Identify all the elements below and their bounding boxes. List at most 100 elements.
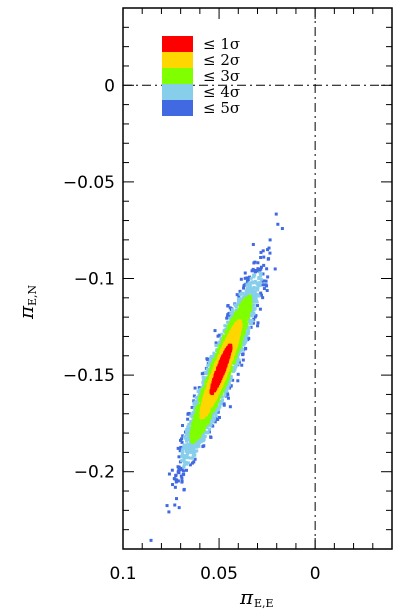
data-point — [205, 370, 209, 374]
data-point — [217, 379, 221, 383]
data-point — [199, 428, 203, 432]
data-point — [220, 389, 224, 393]
data-point — [230, 331, 234, 335]
data-point — [244, 338, 248, 342]
data-point — [252, 303, 256, 307]
data-point — [192, 447, 196, 451]
data-point — [237, 307, 241, 311]
data-point — [224, 331, 228, 335]
data-point — [193, 431, 197, 435]
data-point — [200, 411, 204, 415]
data-point — [186, 456, 190, 460]
data-point — [182, 488, 186, 492]
data-point — [256, 261, 260, 265]
x-axis-label: π — [239, 585, 254, 609]
data-point — [213, 402, 217, 406]
data-point — [185, 427, 189, 431]
data-point — [229, 356, 233, 360]
data-point — [250, 319, 254, 323]
legend-swatch — [162, 52, 193, 68]
data-point — [211, 419, 215, 423]
data-point — [198, 433, 202, 437]
data-point — [207, 427, 211, 431]
data-point — [208, 361, 212, 365]
data-point — [210, 387, 214, 391]
data-point — [190, 426, 194, 430]
data-point — [245, 330, 249, 334]
data-point — [249, 303, 253, 307]
data-point — [262, 255, 266, 259]
data-point — [217, 415, 221, 419]
data-point — [194, 418, 198, 422]
data-point — [200, 436, 204, 440]
data-point — [214, 382, 218, 386]
data-point — [193, 453, 197, 457]
data-point — [190, 450, 194, 454]
data-point — [215, 353, 219, 357]
data-point — [247, 325, 251, 329]
data-point — [241, 358, 245, 362]
data-point — [228, 405, 232, 409]
data-point — [230, 339, 234, 343]
data-point — [203, 397, 207, 401]
data-point — [249, 276, 253, 280]
data-point — [254, 297, 258, 301]
data-point — [267, 257, 271, 261]
data-point — [248, 298, 252, 302]
data-point — [228, 336, 232, 340]
data-point — [185, 453, 189, 457]
data-point — [221, 355, 225, 359]
data-point — [216, 362, 220, 366]
data-point — [246, 328, 250, 332]
data-point — [228, 386, 232, 390]
data-point — [259, 256, 263, 260]
data-point — [218, 341, 222, 345]
data-point — [268, 238, 272, 242]
data-point — [239, 277, 243, 281]
data-point — [206, 357, 210, 361]
data-point — [214, 391, 218, 395]
data-point — [234, 305, 238, 309]
data-point — [256, 267, 260, 271]
x-tick-label: 0.05 — [200, 564, 238, 584]
data-point — [256, 304, 260, 308]
data-point — [186, 461, 190, 465]
y-axis-label: π — [14, 305, 38, 320]
data-point — [193, 457, 197, 461]
data-point — [209, 423, 213, 427]
data-point — [210, 416, 214, 420]
data-point — [237, 311, 241, 315]
data-point — [235, 358, 239, 362]
data-point — [234, 326, 238, 330]
data-point — [232, 352, 236, 356]
data-point — [215, 393, 219, 397]
data-point — [202, 389, 206, 393]
data-point — [199, 421, 203, 425]
data-point — [255, 269, 259, 273]
data-point — [260, 279, 264, 283]
data-point — [240, 319, 244, 323]
data-point — [175, 497, 179, 501]
data-point — [256, 324, 260, 328]
data-point — [228, 371, 232, 375]
data-point — [244, 333, 248, 337]
data-point — [259, 267, 263, 271]
data-point — [180, 455, 184, 459]
data-point — [259, 293, 263, 297]
data-point — [236, 379, 240, 383]
data-point — [226, 329, 230, 333]
data-point — [228, 378, 232, 382]
data-point — [180, 440, 184, 444]
data-point — [206, 368, 210, 372]
data-point — [189, 434, 193, 438]
data-point — [241, 291, 245, 295]
data-point — [243, 293, 247, 297]
data-point — [246, 278, 250, 282]
data-point — [231, 349, 235, 353]
data-point — [200, 423, 204, 427]
data-point — [242, 298, 246, 302]
data-point — [198, 422, 202, 426]
data-point — [186, 445, 190, 449]
data-point — [237, 294, 241, 298]
data-point — [214, 374, 218, 378]
